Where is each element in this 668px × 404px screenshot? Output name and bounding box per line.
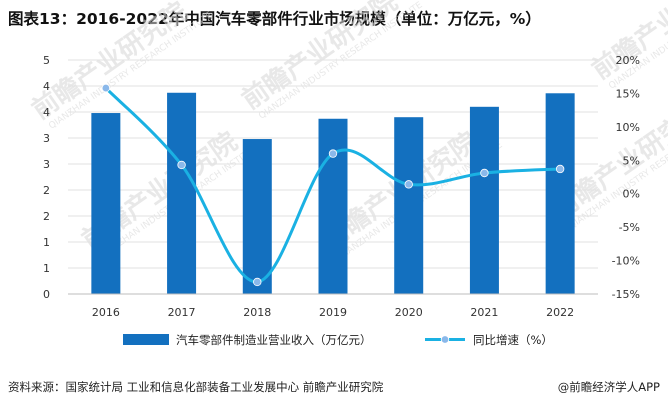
right-tick-label: -10% (612, 255, 640, 268)
right-tick-label: -5% (619, 221, 640, 234)
right-tick-label: 10% (616, 121, 640, 134)
bar-series (91, 92, 575, 294)
right-axis: -15% -10% -5% 0% 5% 10% 15% 20% (612, 54, 640, 301)
bar-2018 (242, 139, 272, 294)
right-tick-label: 15% (616, 87, 640, 100)
bar-2017 (167, 92, 197, 294)
source-note: 资料来源：国家统计局 工业和信息化部装备工业发展中心 前瞻产业研究院 (8, 380, 384, 394)
line-series (101, 83, 565, 287)
legend-bar-swatch (123, 334, 169, 345)
legend: 汽车零部件制造业营业收入（万亿元） 同比增速（%） (123, 333, 553, 347)
legend-line-marker (440, 335, 450, 344)
x-tick-label: 2018 (243, 306, 271, 319)
left-axis: 0 1 1 2 2 3 3 4 4 5 (43, 54, 50, 301)
x-tick-label: 2022 (546, 306, 574, 319)
growth-point-2022 (555, 164, 565, 174)
legend-bar-label: 汽车零部件制造业营业收入（万亿元） (176, 333, 372, 347)
growth-point-2017 (177, 160, 186, 170)
right-tick-label: 0% (623, 188, 640, 201)
legend-line-label: 同比增速（%） (473, 333, 553, 347)
growth-point-2018 (253, 277, 262, 287)
x-tick-label: 2019 (319, 306, 347, 319)
left-tick-label: 1 (43, 236, 50, 249)
right-tick-label: -15% (612, 288, 640, 301)
x-axis: 2016 2017 2018 2019 2020 2021 2022 (68, 293, 598, 319)
left-tick-label: 0 (43, 288, 50, 301)
left-tick-label: 4 (43, 80, 50, 93)
bar-2020 (394, 117, 424, 294)
growth-point-2019 (328, 149, 338, 158)
x-tick-label: 2020 (395, 306, 423, 319)
x-tick-label: 2016 (92, 306, 120, 319)
chart-title: 图表13：2016-2022年中国汽车零部件行业市场规模（单位：万亿元，%） (8, 10, 541, 28)
growth-point-2021 (480, 168, 489, 178)
bar-2021 (469, 106, 499, 294)
bar-2022 (545, 93, 575, 294)
left-tick-label: 5 (43, 54, 50, 67)
bar-2019 (318, 118, 348, 294)
bar-2016 (91, 113, 121, 294)
left-tick-label: 4 (43, 106, 50, 119)
watermark-text: 前瞻产业研究院 (236, 0, 403, 116)
x-tick-label: 2017 (168, 306, 196, 319)
x-tick-label: 2021 (470, 306, 498, 319)
growth-point-2020 (404, 180, 413, 189)
growth-point-2016 (101, 83, 111, 93)
brand-credit: @前瞻经济学人APP (557, 380, 660, 394)
left-tick-label: 1 (43, 262, 50, 275)
left-tick-label: 2 (43, 210, 50, 223)
right-tick-label: 20% (616, 54, 640, 67)
left-tick-label: 3 (43, 132, 50, 145)
left-tick-label: 2 (43, 184, 50, 197)
left-tick-label: 3 (43, 158, 50, 171)
right-tick-label: 5% (623, 154, 640, 167)
